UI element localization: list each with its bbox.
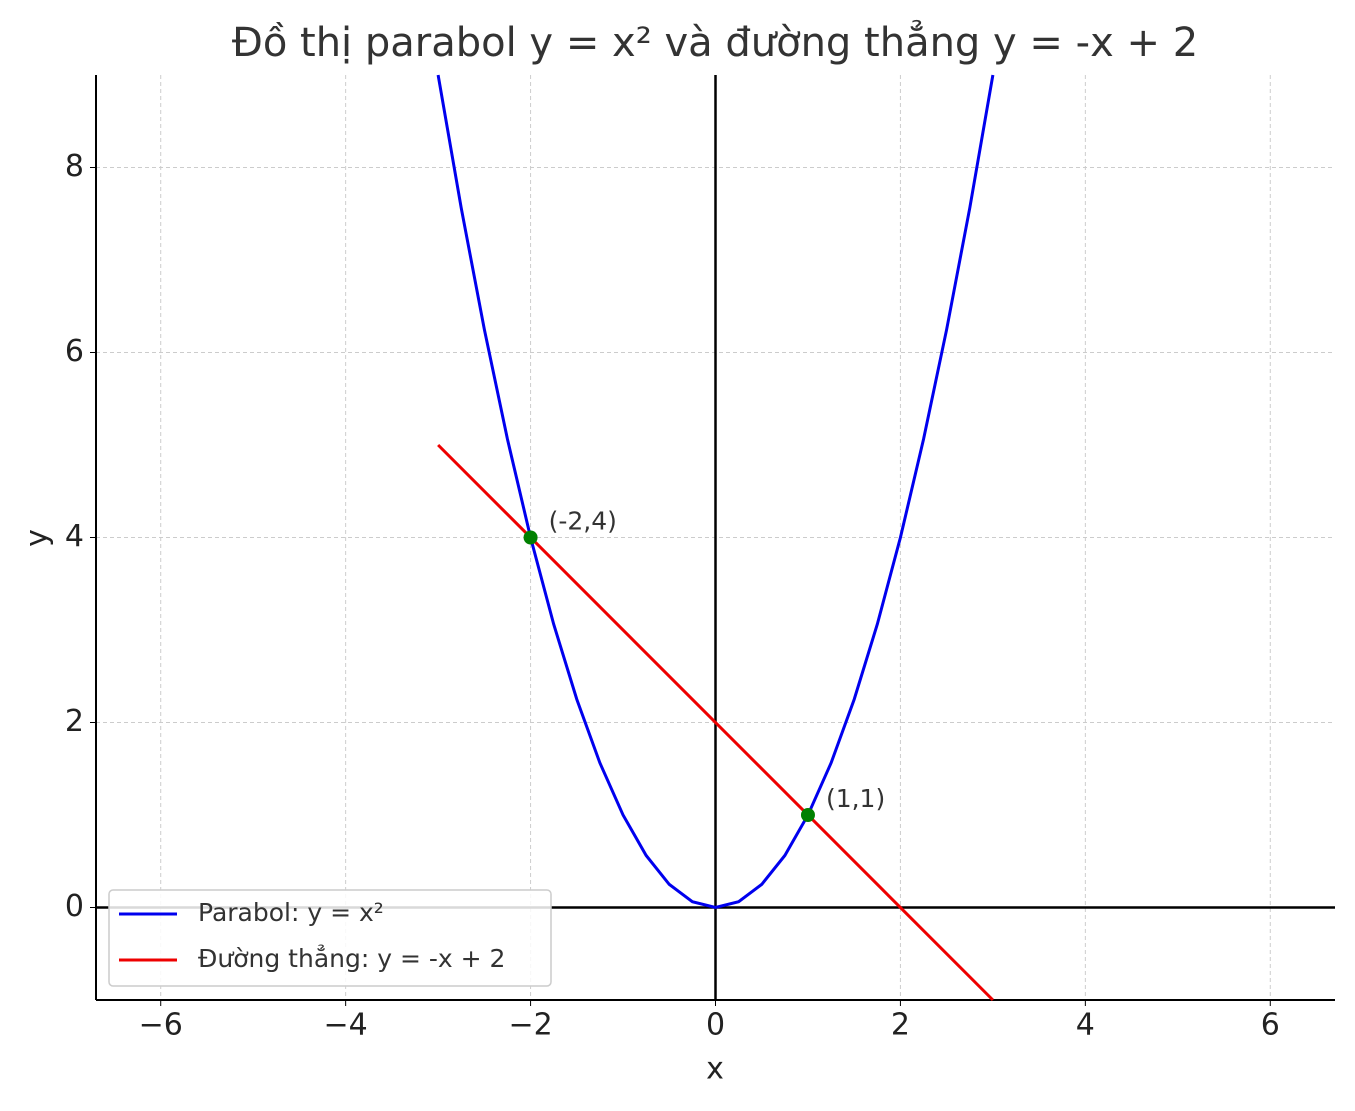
y-tick-label: 6 [65, 334, 84, 369]
x-tick-label: 2 [891, 1008, 910, 1043]
intersection-point [523, 530, 538, 545]
x-tick-label: 6 [1261, 1008, 1280, 1043]
y-tick-label: 4 [65, 519, 84, 554]
x-tick-label: −4 [324, 1008, 368, 1043]
x-axis-label: x [706, 1052, 724, 1087]
x-tick-label: −2 [508, 1008, 552, 1043]
legend-box [108, 889, 552, 987]
y-axis-label: y [20, 529, 55, 547]
y-tick-label: 8 [65, 149, 84, 184]
chart-title: Đồ thị parabol y = x² và đường thẳng y =… [232, 19, 1198, 66]
intersection-point [800, 808, 815, 822]
x-tick-label: 4 [1076, 1008, 1095, 1043]
legend-label: Đường thẳng: y = -x + 2 [198, 944, 505, 973]
point-label: (1,1) [826, 784, 885, 813]
legend-label: Parabol: y = x² [198, 898, 384, 927]
point-label: (-2,4) [549, 507, 617, 536]
y-tick-label: 2 [65, 704, 84, 739]
x-tick-label: 0 [706, 1008, 725, 1043]
y-tick-label: 0 [65, 889, 84, 924]
x-tick-label: −6 [139, 1008, 183, 1043]
